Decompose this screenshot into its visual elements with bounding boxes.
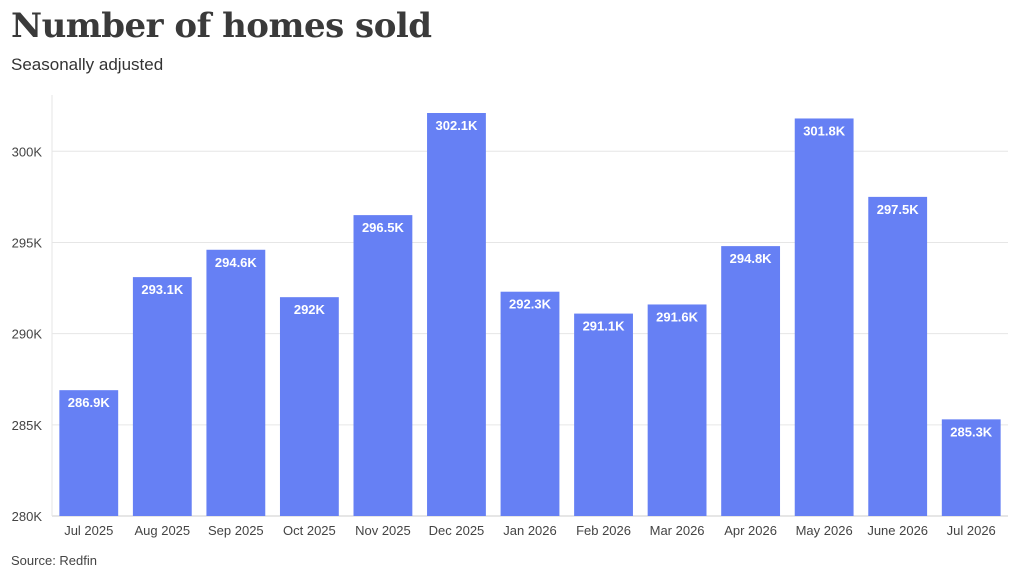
y-tick-label: 300K — [12, 144, 43, 159]
x-axis-tick-labels: Jul 2025 Aug 2025 Sep 2025 Oct 2025 Nov 2025… — [64, 523, 996, 538]
chart-title: Number of homes sold — [11, 6, 432, 46]
bar — [868, 196, 928, 516]
data-label: 301.8K — [803, 123, 846, 138]
data-label: 291.6K — [656, 309, 699, 324]
x-tick-label: Jul 2025 — [64, 523, 113, 538]
x-tick-label: Aug 2025 — [134, 523, 190, 538]
data-label: 292.3K — [509, 297, 552, 312]
bar — [279, 297, 339, 516]
y-tick-label: 285K — [12, 418, 43, 433]
x-tick-label: Sep 2025 — [208, 523, 264, 538]
bar — [647, 304, 707, 516]
y-tick-label: 295K — [12, 235, 43, 250]
data-label: 294.8K — [730, 251, 773, 266]
x-tick-label: Mar 2026 — [650, 523, 705, 538]
bar — [427, 113, 486, 516]
bar — [794, 118, 854, 517]
data-label: 296.5K — [362, 220, 405, 235]
data-labels: 286.9K 293.1K 294.6K 292K 296.5K 302.1K 292.3K… — [68, 118, 993, 439]
bar — [206, 249, 266, 516]
data-label: 285.3K — [950, 424, 993, 439]
data-label: 292K — [294, 302, 326, 317]
data-label: 302.1K — [436, 118, 479, 133]
bar — [574, 313, 633, 516]
x-tick-label: May 2026 — [796, 523, 853, 538]
bar — [500, 291, 560, 516]
data-label: 297.5K — [877, 202, 920, 217]
bar — [353, 215, 413, 516]
source-note: Source: Redfin — [11, 553, 97, 568]
x-tick-label: Jan 2026 — [503, 523, 557, 538]
x-tick-label: June 2026 — [867, 523, 928, 538]
bar — [721, 246, 781, 516]
x-tick-label: Jul 2026 — [947, 523, 996, 538]
y-tick-label: 290K — [12, 327, 43, 342]
bars — [59, 113, 1001, 517]
data-label: 291.1K — [583, 319, 626, 334]
x-tick-label: Oct 2025 — [283, 523, 336, 538]
chart-subtitle: Seasonally adjusted — [11, 55, 164, 74]
x-tick-label: Feb 2026 — [576, 523, 631, 538]
bar — [132, 277, 192, 516]
x-tick-label: Nov 2025 — [355, 523, 411, 538]
data-label: 294.6K — [215, 255, 258, 270]
x-tick-label: Apr 2026 — [724, 523, 777, 538]
data-label: 293.1K — [141, 282, 184, 297]
data-label: 286.9K — [68, 395, 111, 410]
bar — [59, 390, 119, 516]
bar — [941, 419, 1001, 516]
y-tick-label: 280K — [12, 509, 43, 524]
x-tick-label: Dec 2025 — [429, 523, 485, 538]
y-axis-tick-labels: 280K 285K 290K 295K 300K — [12, 144, 43, 524]
